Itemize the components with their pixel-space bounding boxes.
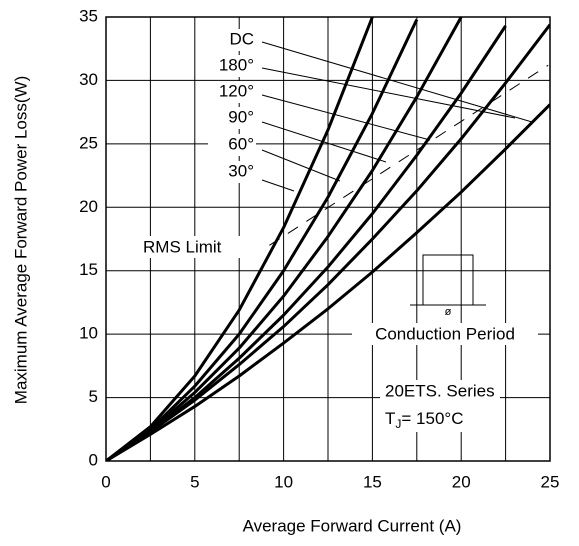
y-tick-label: 0 — [89, 450, 98, 469]
plot-frame — [105, 16, 551, 462]
tj-label: TJ= 150°C — [385, 409, 463, 431]
series-label: 120° — [219, 81, 254, 100]
series-label: 180° — [219, 55, 254, 74]
caption-bg — [352, 323, 538, 345]
series-label: 90° — [228, 107, 254, 126]
x-tick-label: 0 — [101, 472, 110, 491]
series-label-bg — [208, 55, 256, 77]
leader-line — [261, 41, 533, 123]
series-note: 20ETS. Series — [385, 381, 495, 400]
tj-sub: J — [395, 417, 401, 431]
inset-diagram — [410, 254, 486, 306]
pulse — [410, 254, 486, 306]
series-label-bg — [208, 81, 256, 103]
note-bg — [380, 380, 500, 432]
series-line — [106, 25, 507, 461]
series-line — [106, 17, 374, 461]
series-label: 60° — [228, 134, 254, 153]
rms-limit-line — [269, 64, 549, 246]
y-tick-label: 25 — [79, 133, 98, 152]
leader-line — [261, 67, 516, 119]
x-tick-label: 5 — [190, 472, 199, 491]
inset-caption: Conduction Period — [375, 324, 515, 343]
series-label: 30° — [228, 161, 254, 180]
x-axis-label: Average Forward Current (A) — [243, 516, 462, 535]
tj-main: T — [385, 409, 395, 428]
leader-line — [261, 179, 295, 192]
rms-label: RMS Limit — [143, 237, 222, 256]
y-tick-label: 5 — [89, 387, 98, 406]
series-line — [106, 103, 550, 461]
series-label-bg — [208, 134, 256, 156]
series-label-bg — [208, 161, 256, 183]
leader-line — [261, 121, 387, 163]
x-tick-label: 20 — [452, 472, 471, 491]
series-label: DC — [229, 29, 254, 48]
rms-label-bg — [140, 236, 270, 258]
y-tick-label: 15 — [79, 260, 98, 279]
phi-label: ø — [445, 306, 452, 318]
x-tick-label: 15 — [363, 472, 382, 491]
y-tick-label: 30 — [79, 70, 98, 89]
leader-line — [261, 94, 431, 141]
series-line — [106, 18, 419, 461]
y-tick-label: 20 — [79, 197, 98, 216]
series-label-bg — [208, 107, 256, 129]
x-tick-label: 25 — [541, 472, 560, 491]
tj-rest: = 150°C — [401, 409, 463, 428]
series-label-bg — [208, 29, 256, 51]
leader-line — [261, 149, 341, 182]
x-tick-label: 10 — [274, 472, 293, 491]
y-tick-label: 35 — [79, 6, 98, 25]
series-line — [106, 17, 463, 461]
y-tick-label: 10 — [79, 324, 98, 343]
y-axis-label: Maximum Average Forward Power Loss(W) — [11, 76, 30, 404]
